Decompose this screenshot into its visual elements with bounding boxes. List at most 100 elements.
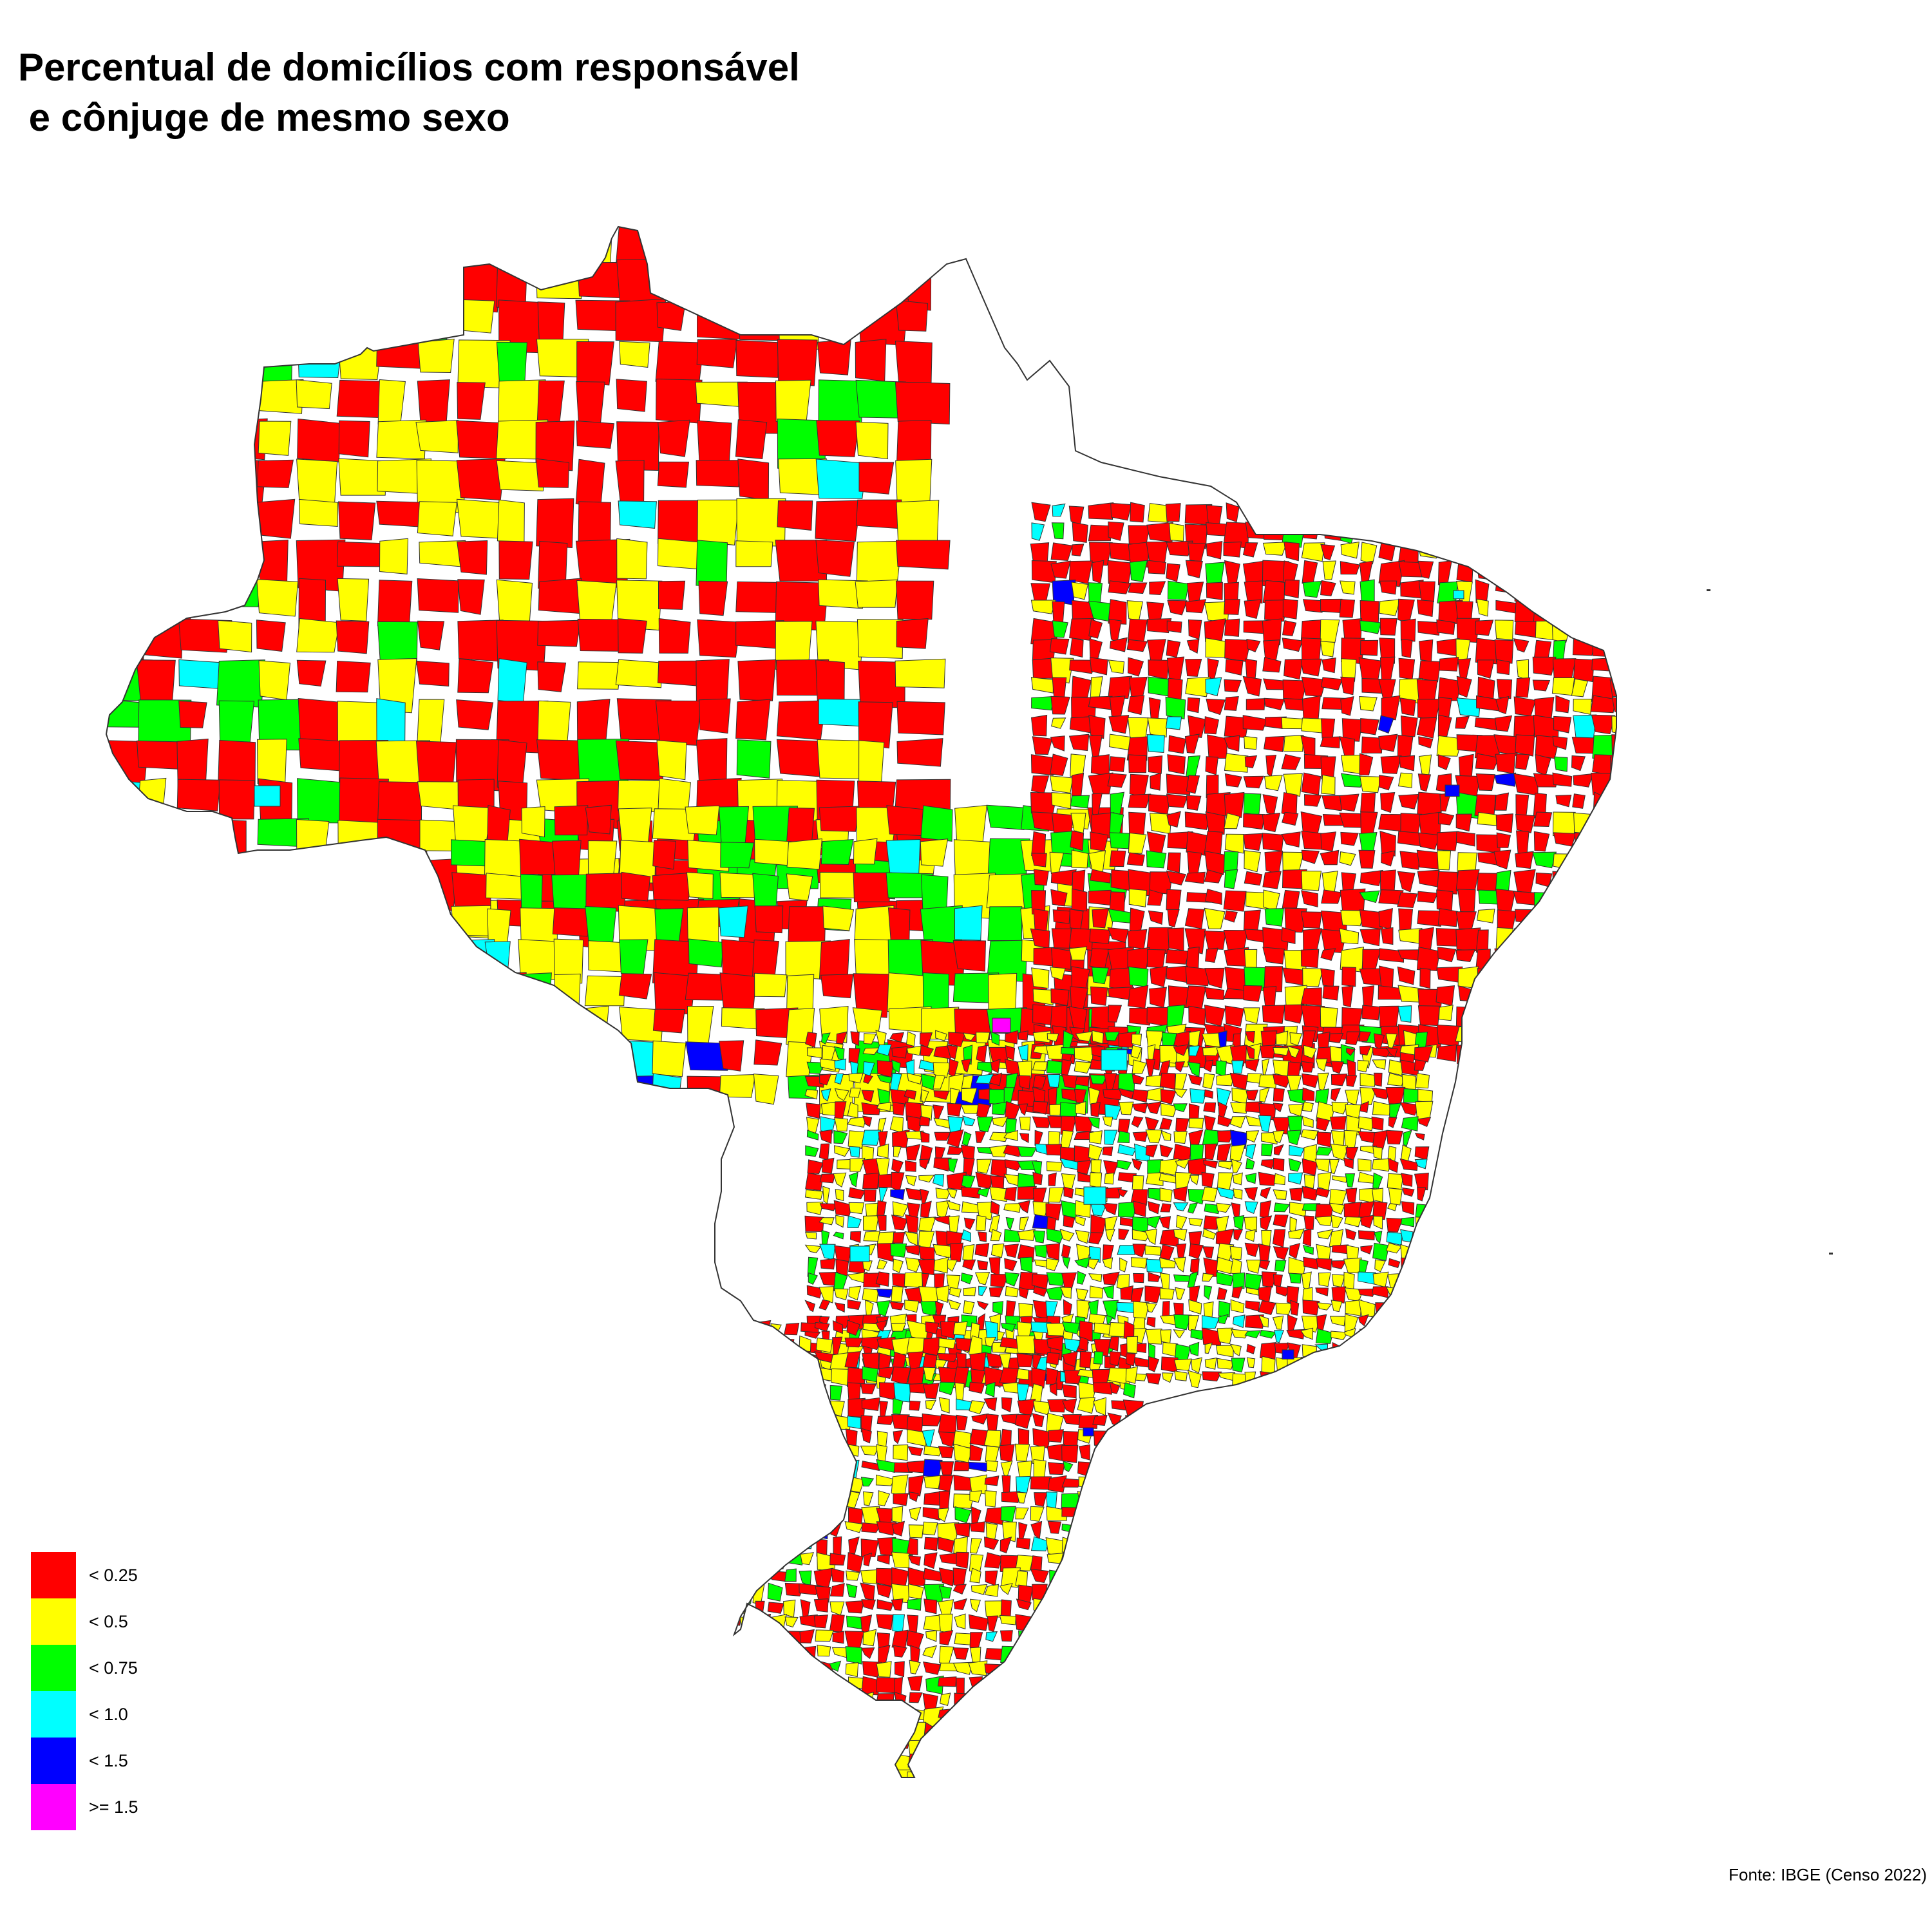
municipality-cell bbox=[1359, 1343, 1374, 1356]
municipality-cell bbox=[1071, 676, 1092, 697]
municipality-cell bbox=[1108, 715, 1130, 734]
municipality-cell bbox=[1017, 1229, 1036, 1241]
municipality-cell bbox=[1515, 909, 1540, 925]
municipality-cell bbox=[852, 1007, 883, 1034]
municipality-cell bbox=[815, 1586, 831, 1603]
municipality-cell bbox=[735, 699, 771, 741]
municipality-cell bbox=[1048, 1614, 1059, 1630]
municipality-cell bbox=[1049, 1569, 1065, 1586]
municipality-cell bbox=[849, 1231, 862, 1244]
municipality-cell bbox=[860, 1582, 875, 1600]
municipality-cell bbox=[1064, 1754, 1076, 1774]
municipality-cell bbox=[1475, 1025, 1492, 1050]
municipality-cell bbox=[696, 339, 738, 368]
municipality-cell bbox=[819, 1299, 831, 1311]
municipality-cell bbox=[836, 1031, 848, 1045]
municipality-cell bbox=[989, 1186, 1009, 1202]
municipality-cell bbox=[1288, 1256, 1306, 1274]
municipality-cell bbox=[1224, 813, 1240, 829]
municipality-cell bbox=[906, 1072, 922, 1085]
municipality-cell bbox=[855, 339, 887, 382]
municipality-cell bbox=[1455, 813, 1472, 832]
municipality-cell bbox=[739, 1414, 753, 1433]
municipality-cell bbox=[1190, 1329, 1204, 1341]
municipality-cell bbox=[1379, 830, 1396, 857]
municipality-cell bbox=[1514, 580, 1539, 603]
municipality-cell bbox=[1372, 1172, 1383, 1191]
municipality-cell bbox=[786, 1041, 813, 1081]
municipality-cell bbox=[1224, 791, 1245, 818]
municipality-cell bbox=[1515, 505, 1529, 523]
legend-item: < 0.5 bbox=[31, 1598, 138, 1645]
municipality-cell bbox=[1273, 1274, 1283, 1289]
municipality-cell bbox=[1414, 1314, 1430, 1334]
municipality-cell bbox=[1400, 618, 1416, 642]
municipality-cell bbox=[417, 501, 457, 536]
municipality-cell bbox=[1123, 1739, 1144, 1750]
municipality-cell bbox=[1063, 1461, 1074, 1472]
municipality-cell bbox=[106, 340, 143, 384]
municipality-cell bbox=[1403, 1130, 1412, 1147]
municipality-cell bbox=[176, 227, 229, 271]
municipality-cell bbox=[1128, 832, 1147, 854]
municipality-cell bbox=[1189, 1045, 1200, 1057]
municipality-cell bbox=[1147, 560, 1167, 574]
municipality-cell bbox=[485, 972, 527, 1016]
municipality-cell bbox=[1417, 869, 1440, 887]
municipality-highlight bbox=[254, 785, 281, 807]
municipality-cell bbox=[616, 379, 647, 412]
municipality-cell bbox=[1437, 714, 1452, 737]
municipality-cell bbox=[1077, 1522, 1098, 1538]
municipality-cell bbox=[1321, 774, 1336, 795]
municipality-cell bbox=[835, 1215, 845, 1228]
municipality-cell bbox=[1074, 1061, 1092, 1074]
municipality-cell bbox=[1079, 1320, 1093, 1342]
municipality-cell bbox=[820, 838, 854, 866]
municipality-cell bbox=[688, 938, 724, 968]
municipality-cell bbox=[1381, 927, 1394, 945]
municipality-cell bbox=[1078, 1630, 1099, 1645]
municipality-cell bbox=[1243, 793, 1262, 816]
municipality-cell bbox=[918, 1231, 935, 1248]
municipality-cell bbox=[1226, 502, 1240, 523]
municipality-cell bbox=[800, 1322, 819, 1333]
municipality-cell bbox=[952, 1647, 969, 1660]
municipality-cell bbox=[847, 1722, 860, 1739]
municipality-cell bbox=[1360, 718, 1379, 735]
municipality-cell bbox=[1130, 1287, 1144, 1303]
municipality-cell bbox=[1173, 1131, 1188, 1144]
municipality-cell bbox=[1144, 1228, 1157, 1245]
municipality-cell bbox=[1077, 1160, 1092, 1175]
municipality-cell bbox=[1018, 1090, 1037, 1108]
municipality-cell bbox=[799, 1693, 813, 1713]
municipality-cell bbox=[296, 459, 338, 506]
municipality-cell bbox=[783, 1474, 799, 1492]
municipality-cell bbox=[457, 579, 485, 615]
municipality-cell bbox=[1093, 1537, 1106, 1555]
municipality-cell bbox=[1611, 833, 1616, 846]
municipality-cell bbox=[896, 738, 943, 767]
municipality-cell bbox=[1110, 1351, 1122, 1367]
municipality-cell bbox=[1078, 1414, 1099, 1429]
municipality-cell bbox=[1359, 753, 1374, 776]
municipality-cell bbox=[782, 1522, 802, 1540]
municipality-cell bbox=[1302, 1244, 1314, 1255]
legend-label: < 0.5 bbox=[89, 1611, 128, 1631]
municipality-cell bbox=[1166, 620, 1182, 633]
municipality-cell bbox=[415, 660, 450, 687]
municipality-cell bbox=[535, 458, 570, 488]
municipality-cell bbox=[1302, 1228, 1312, 1247]
municipality-cell bbox=[853, 872, 893, 902]
municipality-cell bbox=[753, 1039, 782, 1066]
municipality-cell bbox=[1341, 658, 1357, 682]
municipality-cell bbox=[831, 1679, 846, 1688]
municipality-cell bbox=[999, 1367, 1020, 1384]
municipality-cell bbox=[909, 1506, 922, 1521]
municipality-cell bbox=[978, 1285, 988, 1296]
municipality-cell bbox=[1316, 1258, 1332, 1271]
municipality-cell bbox=[784, 1508, 803, 1521]
municipality-cell bbox=[1126, 1569, 1142, 1583]
municipality-cell bbox=[1361, 949, 1381, 971]
municipality-cell bbox=[450, 972, 488, 1004]
municipality-cell bbox=[855, 421, 889, 460]
